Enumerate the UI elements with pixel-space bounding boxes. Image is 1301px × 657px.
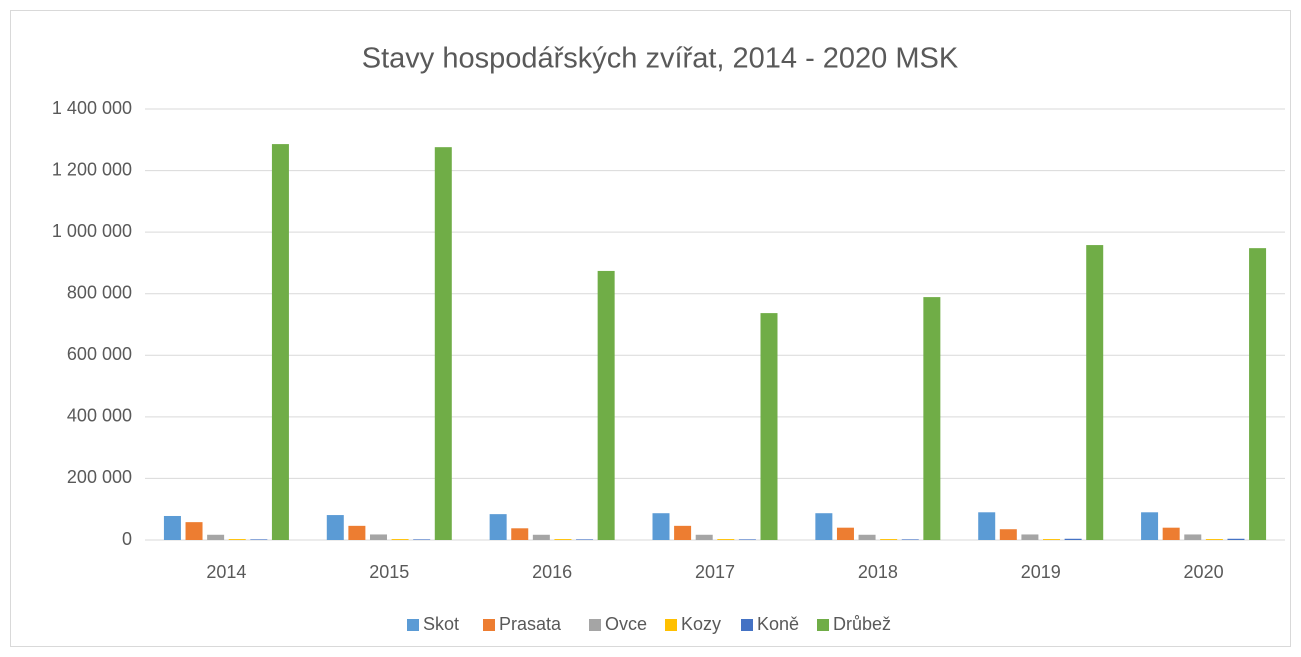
bar [695, 534, 713, 540]
y-tick-label: 600 000 [67, 344, 132, 364]
legend-label: Prasata [499, 614, 562, 634]
bar [250, 539, 268, 540]
bar [1021, 534, 1039, 540]
bar [391, 539, 409, 540]
bar [1086, 245, 1104, 540]
x-tick-label: 2018 [858, 562, 898, 582]
bar [597, 270, 615, 540]
bar [999, 529, 1017, 540]
bar [532, 534, 550, 540]
legend-swatch [483, 619, 495, 631]
bar [1141, 512, 1159, 540]
legend-swatch [817, 619, 829, 631]
x-tick-label: 2020 [1184, 562, 1224, 582]
x-tick-label: 2017 [695, 562, 735, 582]
bar [326, 515, 344, 540]
legend-label: Skot [423, 614, 459, 634]
bar [880, 539, 898, 540]
bar [271, 144, 289, 541]
y-tick-label: 1 400 000 [52, 98, 132, 118]
bar [674, 525, 692, 540]
bar [923, 297, 941, 540]
bar [576, 539, 594, 540]
x-tick-label: 2016 [532, 562, 572, 582]
bar [413, 539, 431, 540]
bar [228, 539, 246, 540]
legend-swatch [665, 619, 677, 631]
bar [207, 534, 225, 540]
legend-label: Kozy [681, 614, 721, 634]
y-tick-label: 0 [122, 529, 132, 549]
y-tick-label: 800 000 [67, 282, 132, 302]
x-tick-label: 2014 [206, 562, 246, 582]
y-tick-label: 1 000 000 [52, 221, 132, 241]
bar [1205, 539, 1223, 540]
bar [760, 313, 778, 540]
legend-label: Koně [757, 614, 799, 634]
bar [858, 534, 876, 540]
bar [348, 525, 366, 540]
bar [434, 147, 452, 540]
y-tick-label: 200 000 [67, 467, 132, 487]
legend-swatch [589, 619, 601, 631]
bar [1249, 248, 1267, 540]
bar [185, 522, 203, 540]
y-tick-label: 1 200 000 [52, 159, 132, 179]
legend-swatch [741, 619, 753, 631]
legend-swatch [407, 619, 419, 631]
bar [652, 513, 670, 540]
bar [815, 513, 833, 540]
bar [1227, 538, 1245, 540]
x-tick-label: 2019 [1021, 562, 1061, 582]
bar [1184, 534, 1202, 540]
y-tick-label: 400 000 [67, 406, 132, 426]
bar [717, 539, 735, 540]
bar [554, 539, 572, 540]
bar [1043, 539, 1061, 540]
bar [836, 527, 854, 540]
legend-label: Drůbež [833, 614, 891, 634]
bar [901, 539, 919, 540]
chart-title: Stavy hospodářských zvířat, 2014 - 2020 … [362, 43, 959, 75]
bar [511, 528, 529, 540]
bar [738, 539, 756, 540]
x-tick-label: 2015 [369, 562, 409, 582]
bar [978, 512, 996, 540]
bar [163, 515, 181, 540]
bar [1162, 527, 1180, 540]
bar [369, 534, 387, 540]
bar [489, 514, 507, 540]
bar [1064, 538, 1082, 540]
legend-label: Ovce [605, 614, 647, 634]
